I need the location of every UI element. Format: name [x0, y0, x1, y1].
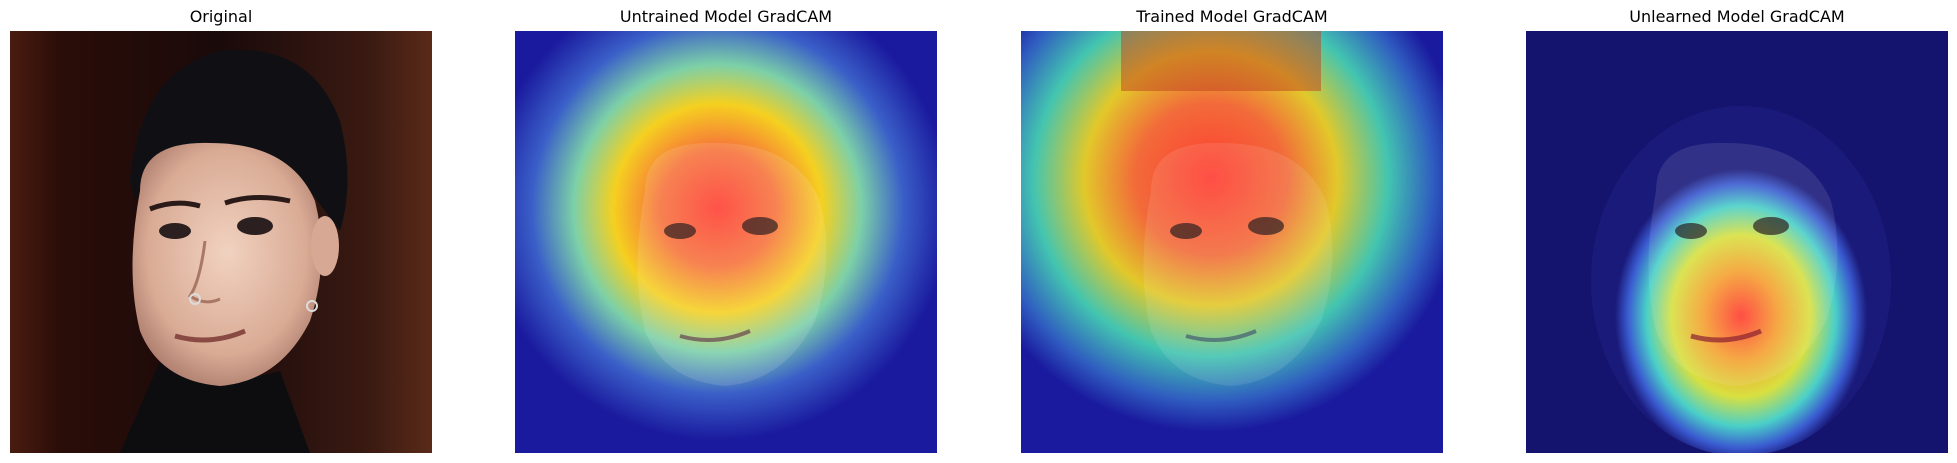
original-image	[10, 31, 432, 453]
panel-title: Trained Model GradCAM	[1136, 7, 1328, 26]
untrained-gradcam-image	[515, 31, 937, 453]
panel-original: Original	[10, 0, 432, 463]
panel-unlearned: Unlearned Model GradCAM	[1526, 0, 1948, 463]
panel-title: Original	[189, 7, 253, 26]
panel-title: Untrained Model GradCAM	[619, 7, 833, 26]
trained-gradcam-image	[1021, 31, 1443, 453]
unlearned-gradcam-image	[1526, 31, 1948, 453]
panel-title: Unlearned Model GradCAM	[1629, 7, 1845, 26]
panel-trained: Trained Model GradCAM	[1021, 0, 1443, 463]
panel-untrained: Untrained Model GradCAM	[515, 0, 937, 463]
